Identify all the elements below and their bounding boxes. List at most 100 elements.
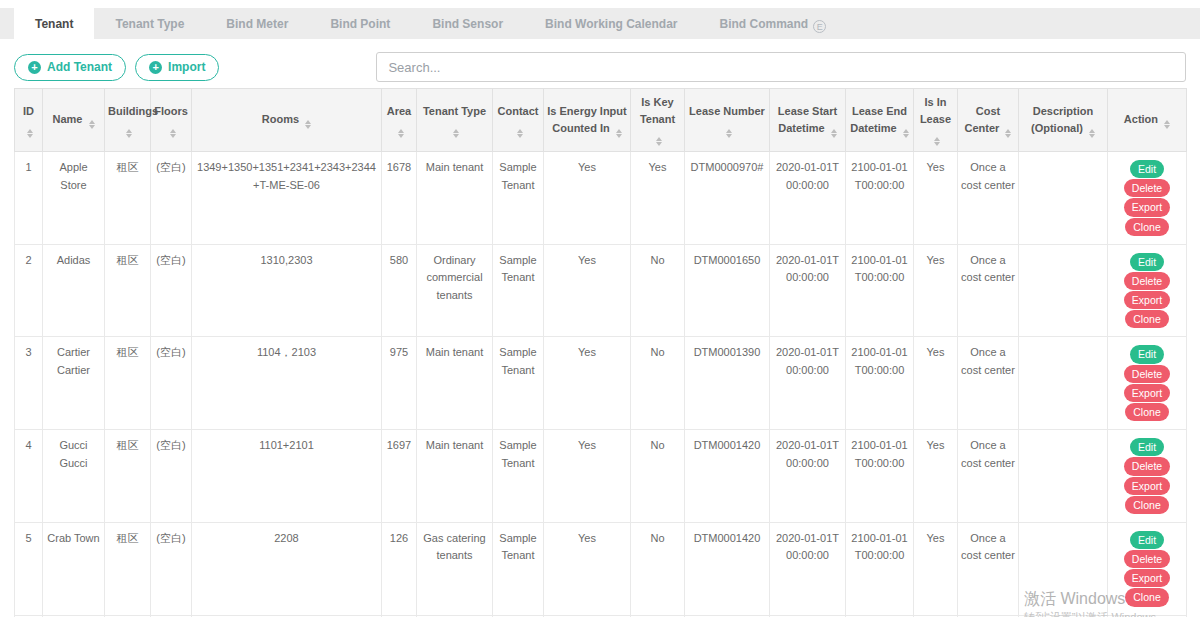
- cell-lease_end_datetime: 2100-01-01T00:00:00: [846, 430, 914, 523]
- cell-contact: Sample Tenant: [493, 337, 544, 430]
- tab-bind-sensor[interactable]: Bind Sensor: [411, 8, 524, 39]
- column-header-contact[interactable]: Contact: [493, 89, 544, 152]
- delete-button[interactable]: Delete: [1124, 365, 1170, 383]
- add-tenant-label: Add Tenant: [47, 60, 112, 74]
- cell-is_energy_input_counted_in: Yes: [544, 152, 631, 245]
- cell-is_in_lease: Yes: [914, 522, 958, 615]
- edit-button[interactable]: Edit: [1130, 160, 1164, 178]
- column-header-lease_number[interactable]: Lease Number: [685, 89, 770, 152]
- search-input[interactable]: [376, 52, 1186, 82]
- import-button[interactable]: + Import: [135, 54, 219, 81]
- table-row: 5Crab Town租区(空白)2208126Gas catering tena…: [15, 522, 1187, 615]
- cell-lease_start_datetime: 2020-01-01T00:00:00: [770, 522, 846, 615]
- cell-contact: Sample Tenant: [493, 244, 544, 337]
- table-header-row: ID Name Buildings Floors Rooms Area Tena…: [15, 89, 1187, 152]
- clone-button[interactable]: Clone: [1125, 403, 1168, 421]
- tab-bind-point[interactable]: Bind Point: [309, 8, 411, 39]
- delete-button[interactable]: Delete: [1124, 550, 1170, 568]
- cell-is_in_lease: Yes: [914, 152, 958, 245]
- export-button[interactable]: Export: [1124, 198, 1170, 216]
- tab-label: Bind Meter: [226, 17, 288, 31]
- column-header-is_key_tenant[interactable]: Is Key Tenant: [631, 89, 685, 152]
- delete-button[interactable]: Delete: [1124, 272, 1170, 290]
- sort-icon: [170, 129, 176, 138]
- cell-lease_start_datetime: 2020-01-01T00:00:00: [770, 244, 846, 337]
- cell-is_energy_input_counted_in: Yes: [544, 244, 631, 337]
- cell-is_key_tenant: Yes: [631, 152, 685, 245]
- column-header-floors[interactable]: Floors: [151, 89, 192, 152]
- cell-name: Apple Store: [43, 152, 105, 245]
- cell-contact: Sample Tenant: [493, 152, 544, 245]
- sort-icon: [126, 129, 132, 138]
- cell-lease_number: DTM0001420: [685, 522, 770, 615]
- cell-is_in_lease: Yes: [914, 244, 958, 337]
- sort-icon: [903, 129, 909, 138]
- tab-tenant-type[interactable]: Tenant Type: [94, 8, 205, 39]
- cell-floors: (空白): [151, 337, 192, 430]
- toolbar: + Add Tenant + Import: [14, 52, 1186, 82]
- cell-name: Gucci Gucci: [43, 430, 105, 523]
- column-label: Cost Center: [965, 105, 1001, 134]
- column-header-name[interactable]: Name: [43, 89, 105, 152]
- cell-tenant_type: Main tenant: [417, 152, 493, 245]
- export-button[interactable]: Export: [1124, 291, 1170, 309]
- column-header-is_energy_input_counted_in[interactable]: Is Energy Input Counted In: [544, 89, 631, 152]
- table-row: 2Adidas租区(空白)1310,2303580Ordinary commer…: [15, 244, 1187, 337]
- column-header-lease_start_datetime[interactable]: Lease Start Datetime: [770, 89, 846, 152]
- column-label: Lease Number: [689, 105, 765, 117]
- column-label: Tenant Type: [423, 105, 486, 117]
- tab-bind-command[interactable]: Bind CommandE: [699, 8, 848, 39]
- edit-button[interactable]: Edit: [1130, 253, 1164, 271]
- cell-contact: Sample Tenant: [493, 522, 544, 615]
- edit-button[interactable]: Edit: [1130, 345, 1164, 363]
- cell-tenant_type: Ordinary commercial tenants: [417, 244, 493, 337]
- tab-label: Tenant: [35, 17, 73, 31]
- clone-button[interactable]: Clone: [1125, 310, 1168, 328]
- export-button[interactable]: Export: [1124, 384, 1170, 402]
- cell-area: 126: [382, 522, 417, 615]
- export-button[interactable]: Export: [1124, 569, 1170, 587]
- cell-lease_start_datetime: 2020-01-01T00:00:00: [770, 430, 846, 523]
- column-header-id[interactable]: ID: [15, 89, 43, 152]
- column-header-rooms[interactable]: Rooms: [192, 89, 382, 152]
- delete-button[interactable]: Delete: [1124, 179, 1170, 197]
- cell-lease_end_datetime: 2100-01-01T00:00:00: [846, 522, 914, 615]
- cell-buildings: 租区: [105, 152, 151, 245]
- table-body: 1Apple Store租区(空白)1349+1350+1351+2341+23…: [15, 152, 1187, 617]
- column-header-is_in_lease[interactable]: Is In Lease: [914, 89, 958, 152]
- clone-button[interactable]: Clone: [1125, 588, 1168, 606]
- cell-lease_end_datetime: 2100-01-01T00:00:00: [846, 152, 914, 245]
- edit-button[interactable]: Edit: [1130, 531, 1164, 549]
- import-label: Import: [168, 60, 205, 74]
- column-header-cost_center[interactable]: Cost Center: [958, 89, 1019, 152]
- cell-cost_center: Once a cost center: [958, 522, 1019, 615]
- column-header-buildings[interactable]: Buildings: [105, 89, 151, 152]
- column-header-area[interactable]: Area: [382, 89, 417, 152]
- edit-button[interactable]: Edit: [1130, 438, 1164, 456]
- column-label: ID: [23, 105, 34, 117]
- clone-button[interactable]: Clone: [1125, 218, 1168, 236]
- column-header-description[interactable]: Description (Optional): [1019, 89, 1108, 152]
- delete-button[interactable]: Delete: [1124, 457, 1170, 475]
- column-header-tenant_type[interactable]: Tenant Type: [417, 89, 493, 152]
- tab-tenant[interactable]: Tenant: [14, 8, 94, 48]
- tab-bind-working-calendar[interactable]: Bind Working Calendar: [524, 8, 698, 39]
- sort-icon: [726, 129, 732, 138]
- cell-tenant_type: Main tenant: [417, 337, 493, 430]
- export-button[interactable]: Export: [1124, 477, 1170, 495]
- column-header-actions[interactable]: Action: [1108, 89, 1187, 152]
- cell-rooms: 1310,2303: [192, 244, 382, 337]
- plus-circle-icon: +: [28, 61, 41, 74]
- clone-button[interactable]: Clone: [1125, 496, 1168, 514]
- cell-rooms: 1104，2103: [192, 337, 382, 430]
- cell-area: 1678: [382, 152, 417, 245]
- tab-bind-meter[interactable]: Bind Meter: [205, 8, 309, 39]
- cell-area: 1697: [382, 430, 417, 523]
- sort-icon: [831, 129, 837, 138]
- tab-label: Bind Working Calendar: [545, 17, 677, 31]
- cell-is_in_lease: Yes: [914, 337, 958, 430]
- column-header-lease_end_datetime[interactable]: Lease End Datetime: [846, 89, 914, 152]
- tab-label: Tenant Type: [115, 17, 184, 31]
- add-tenant-button[interactable]: + Add Tenant: [14, 54, 126, 81]
- cell-is_key_tenant: No: [631, 244, 685, 337]
